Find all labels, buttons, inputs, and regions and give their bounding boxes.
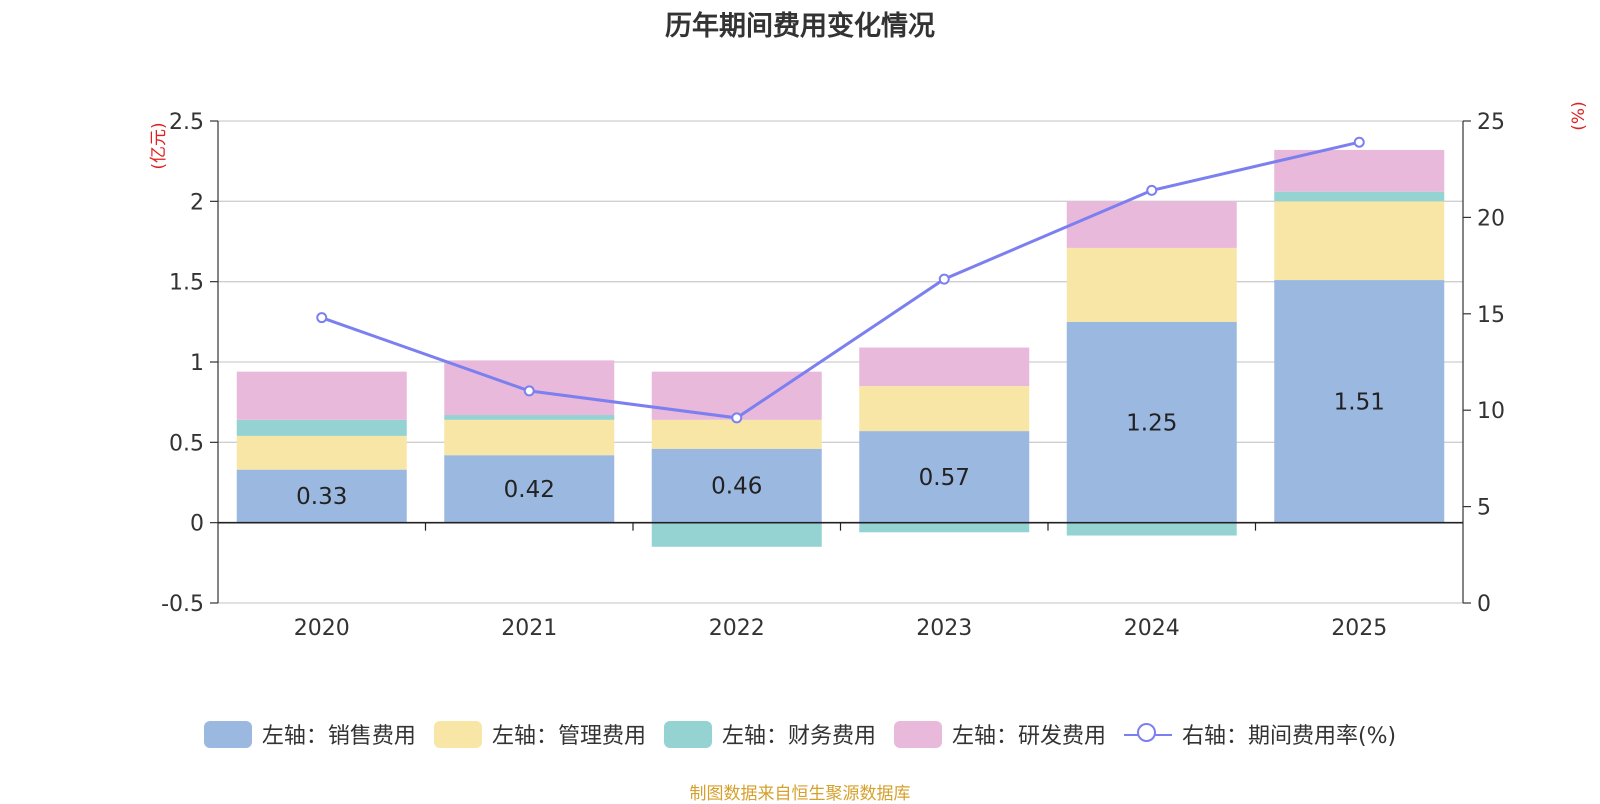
left-tick-label: 1 — [190, 351, 204, 376]
category-label: 2023 — [916, 616, 972, 641]
left-tick-label: 0.5 — [169, 431, 204, 456]
right-tick-label: 5 — [1477, 496, 1491, 521]
legend-label-finance: 左轴：财务费用 — [721, 724, 876, 749]
expense-rate-point — [523, 385, 535, 397]
bar-rnd — [236, 371, 407, 420]
bar-sales — [444, 455, 615, 523]
bar-finance — [651, 522, 822, 547]
bar-sales — [236, 469, 407, 523]
source-note: 制图数据来自恒生聚源数据库 — [689, 784, 911, 804]
category-label: 2022 — [709, 616, 765, 641]
bar-sales — [859, 431, 1030, 523]
bar-finance — [1066, 522, 1237, 536]
bar-admin — [444, 419, 615, 456]
legend-item-sales[interactable]: 左轴：销售费用 — [203, 718, 416, 750]
legend-label-admin: 左轴：管理费用 — [491, 724, 646, 749]
expense-rate-point — [1353, 136, 1365, 148]
bar-admin — [651, 419, 822, 449]
bar-sales — [1274, 280, 1445, 523]
data-label: 0.42 — [504, 477, 555, 503]
left-tick-label: 1.5 — [169, 271, 204, 296]
category-label: 2025 — [1331, 616, 1387, 641]
legend-item-finance[interactable]: 左轴：财务费用 — [663, 718, 876, 750]
legend-label-rnd: 左轴：研发费用 — [951, 724, 1106, 749]
legend-swatch-admin — [433, 720, 482, 748]
left-tick-label: 0 — [190, 512, 204, 537]
bar-finance — [444, 415, 615, 420]
bar-finance — [1274, 191, 1445, 202]
legend-label-expense-rate: 右轴：期间费用率(%) — [1181, 724, 1397, 749]
legend: 左轴：销售费用 左轴：管理费用 左轴：财务费用 左轴：研发费用 右轴：期间费用率… — [0, 718, 1600, 750]
expense-rate-point — [316, 312, 328, 324]
right-tick-label: 10 — [1477, 399, 1505, 424]
legend-item-expense-rate[interactable]: 右轴：期间费用率(%) — [1123, 718, 1397, 750]
right-tick-label: 20 — [1477, 206, 1505, 231]
data-label: 0.46 — [711, 474, 762, 500]
right-tick-label: 15 — [1477, 303, 1505, 328]
expense-rate-line — [321, 140, 1360, 420]
bar-finance — [236, 419, 407, 436]
legend-swatch-rnd — [893, 720, 942, 748]
data-label: 0.33 — [296, 484, 347, 510]
left-tick-label: 2.5 — [169, 110, 204, 135]
right-axis-unit: (%) — [1569, 101, 1589, 130]
legend-swatch-sales — [203, 720, 252, 748]
bar-sales — [1066, 321, 1237, 523]
left-tick-label: -0.5 — [161, 592, 204, 617]
category-label: 2020 — [294, 616, 350, 641]
bar-admin — [1066, 247, 1237, 322]
legend-swatch-expense-rate — [1123, 721, 1172, 748]
expense-rate-point — [1146, 184, 1158, 196]
bar-finance — [859, 522, 1030, 533]
legend-item-admin[interactable]: 左轴：管理费用 — [433, 718, 646, 750]
category-label: 2024 — [1124, 616, 1180, 641]
category-label: 2021 — [501, 616, 557, 641]
left-axis-unit: (亿元) — [149, 122, 169, 169]
bar-admin — [236, 435, 407, 470]
bar-admin — [859, 386, 1030, 432]
expense-rate-point — [731, 412, 743, 424]
bar-sales — [651, 448, 822, 523]
right-tick-label: 0 — [1477, 592, 1491, 617]
data-label: 1.51 — [1334, 389, 1385, 415]
legend-label-sales: 左轴：销售费用 — [261, 724, 416, 749]
right-tick-label: 25 — [1477, 110, 1505, 135]
data-label: 1.25 — [1126, 410, 1177, 436]
data-label: 0.57 — [919, 465, 970, 491]
left-tick-label: 2 — [190, 190, 204, 215]
bar-rnd — [1066, 201, 1237, 248]
chart-title: 历年期间费用变化情况 — [665, 11, 935, 42]
legend-item-rnd[interactable]: 左轴：研发费用 — [893, 718, 1106, 750]
expense-rate-point — [938, 273, 950, 285]
bar-rnd — [859, 347, 1030, 387]
bar-admin — [1274, 201, 1445, 281]
legend-swatch-finance — [663, 720, 712, 748]
